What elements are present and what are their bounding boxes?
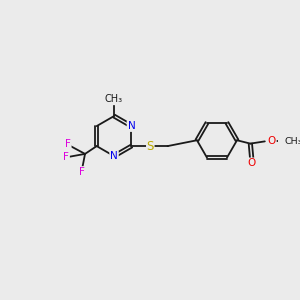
Text: CH₃: CH₃ bbox=[284, 137, 300, 146]
Text: F: F bbox=[65, 139, 71, 149]
Text: F: F bbox=[63, 152, 69, 162]
Text: O: O bbox=[268, 136, 276, 146]
Text: N: N bbox=[128, 121, 135, 131]
Text: F: F bbox=[79, 167, 85, 177]
Text: N: N bbox=[110, 151, 118, 161]
Text: O: O bbox=[248, 158, 256, 168]
Text: CH₃: CH₃ bbox=[105, 94, 123, 104]
Text: S: S bbox=[147, 140, 154, 153]
